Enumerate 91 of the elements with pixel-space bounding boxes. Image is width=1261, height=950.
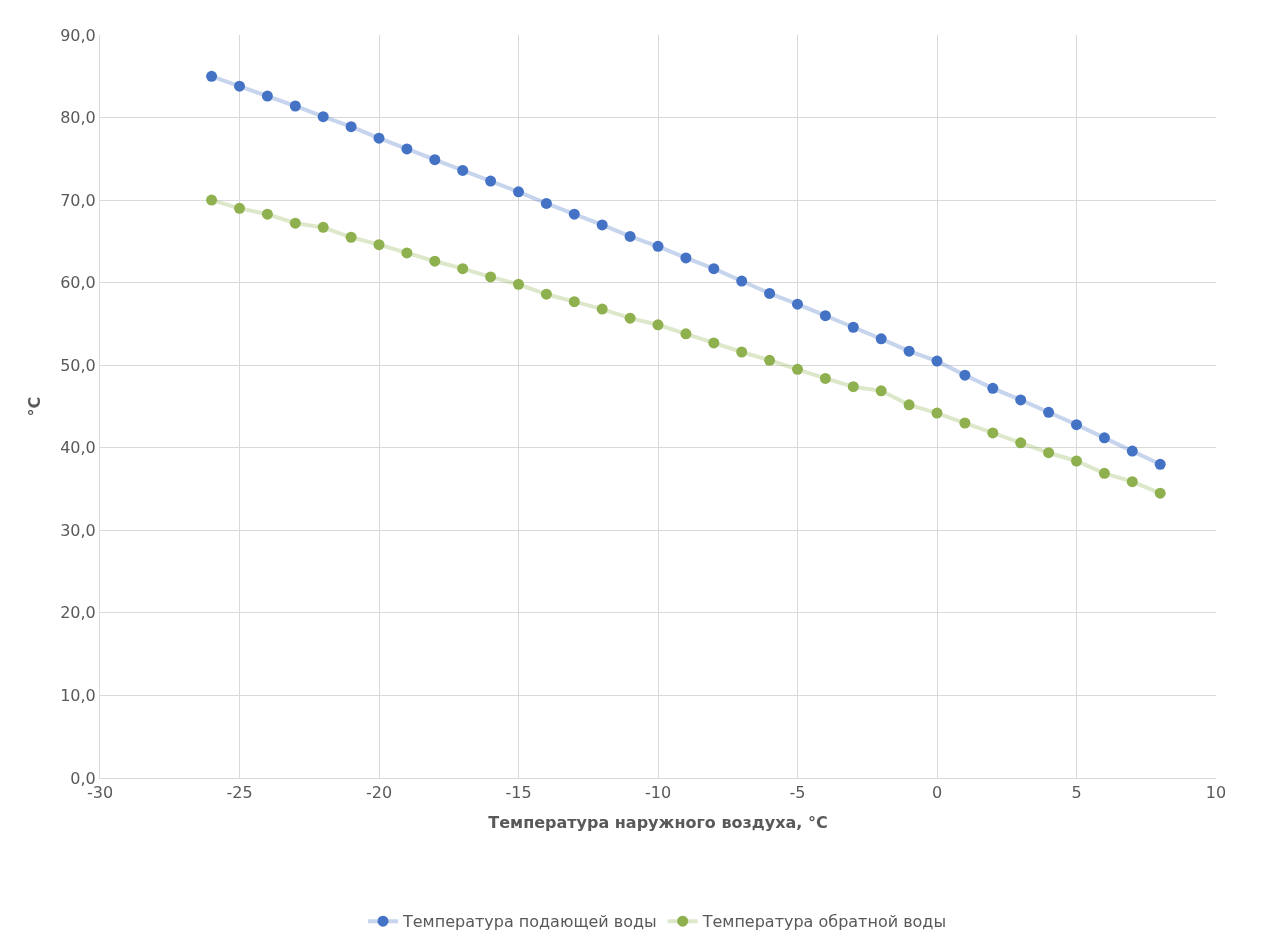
point [345, 231, 357, 243]
point [1154, 487, 1166, 499]
point [513, 186, 524, 198]
y-axis-title: °С [25, 396, 45, 417]
y-tick-label: 40,0 [60, 438, 96, 458]
point [1071, 419, 1082, 431]
point [261, 208, 273, 220]
point [485, 175, 497, 187]
point [1098, 432, 1110, 444]
point [680, 328, 692, 340]
point [764, 354, 776, 366]
point [317, 111, 329, 123]
point [485, 271, 497, 283]
y-tick-label: 90,0 [60, 25, 96, 45]
point [345, 121, 357, 133]
point [206, 194, 218, 206]
point [568, 296, 580, 308]
point [819, 372, 831, 384]
y-tick-label: 70,0 [60, 190, 96, 210]
y-tick-label: 10,0 [60, 686, 96, 706]
legend-label: Температура обратной воды [701, 912, 947, 932]
x-tick-label: 10 [1205, 783, 1227, 803]
y-tick-label: 60,0 [60, 273, 96, 293]
x-tick-label: -10 [644, 783, 672, 803]
point [289, 100, 301, 112]
x-tick-label: -20 [365, 783, 393, 803]
point [1043, 406, 1055, 418]
y-tick-label: 30,0 [60, 520, 96, 540]
point [680, 252, 692, 264]
point [373, 132, 385, 144]
point [206, 70, 218, 82]
point [457, 263, 469, 275]
x-tick-label: 5 [1071, 783, 1082, 803]
point [959, 417, 971, 429]
y-tick-label: 50,0 [60, 355, 96, 375]
point [847, 321, 859, 333]
point [792, 363, 803, 375]
point [568, 208, 580, 220]
point [1015, 437, 1027, 449]
point [596, 303, 608, 315]
point [1071, 455, 1082, 467]
point [513, 278, 524, 290]
point [708, 337, 720, 349]
point [540, 197, 552, 209]
x-axis-title: Температура наружного воздуха, °С [488, 812, 828, 832]
point [429, 255, 441, 267]
point [792, 298, 803, 310]
point [903, 345, 915, 357]
point [289, 217, 301, 229]
point [1015, 394, 1027, 406]
point [234, 202, 245, 214]
point [736, 346, 748, 358]
x-tick-label: -15 [505, 783, 532, 803]
x-tick-label: 0 [931, 783, 943, 803]
point [1154, 458, 1166, 470]
point [652, 319, 664, 331]
point [317, 221, 329, 233]
y-tick-label: 80,0 [60, 108, 96, 128]
point [1098, 467, 1110, 479]
point [987, 382, 999, 394]
point [931, 355, 943, 367]
point [429, 154, 441, 166]
point [596, 219, 608, 231]
point [847, 381, 859, 393]
point [819, 310, 831, 322]
point [624, 312, 636, 324]
point [234, 80, 245, 92]
point [1126, 445, 1138, 457]
point [708, 263, 720, 275]
point [373, 239, 385, 251]
point [987, 427, 999, 439]
legend-label: Температура подающей воды [402, 912, 657, 932]
point [401, 247, 413, 259]
point [652, 240, 664, 252]
x-tick-label: -5 [789, 783, 806, 803]
point [1043, 447, 1055, 459]
point [624, 230, 636, 242]
y-tick-label: 20,0 [60, 603, 96, 623]
point [540, 288, 552, 300]
point [261, 90, 273, 102]
point [457, 164, 469, 176]
point [931, 407, 943, 419]
point [959, 369, 971, 381]
point [875, 333, 887, 345]
x-tick-label: -25 [226, 783, 253, 803]
point [764, 287, 776, 299]
point [1126, 476, 1138, 488]
point [401, 143, 413, 155]
point [903, 399, 915, 411]
point [736, 275, 748, 287]
point [875, 385, 887, 397]
